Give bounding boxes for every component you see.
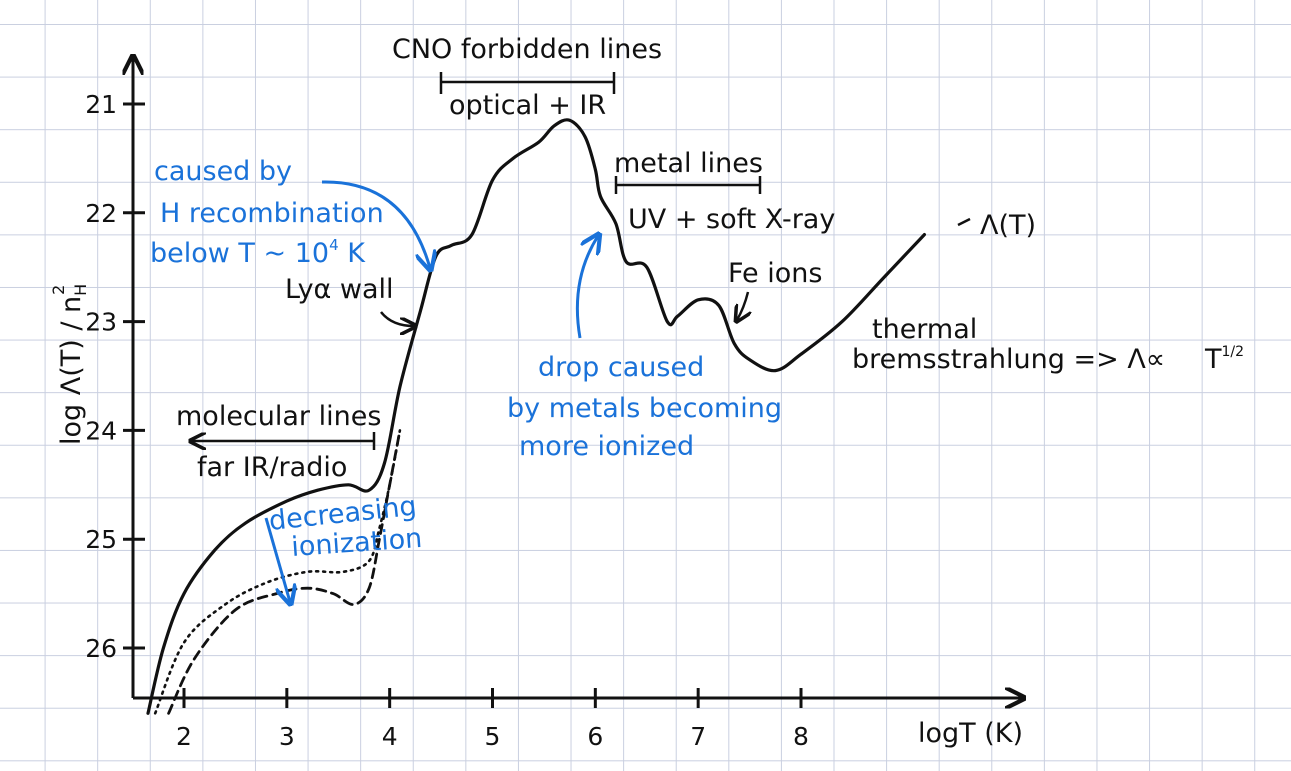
thermal-exponent: 1/2 (1222, 344, 1245, 360)
curve-label: Λ(T) (980, 210, 1036, 241)
thermal-t: T (1204, 344, 1222, 375)
lya-wall-label: Lyα wall (285, 274, 394, 305)
drop-line-2: by metals becoming (507, 393, 782, 424)
y-tick-label: 22 (85, 199, 117, 228)
fe-ions-label: Fe ions (728, 258, 822, 289)
h-recomb-line-3: below T ~ 104 K (150, 236, 366, 269)
metal-bracket (614, 176, 762, 194)
y-axis-title-sub: H (71, 284, 90, 296)
metal-band: UV + soft X-ray (628, 204, 835, 235)
curve-label-leader (957, 217, 971, 227)
x-axis-title: logT (K) (918, 718, 1023, 749)
cno-bracket (439, 72, 616, 94)
cno-band: optical + IR (449, 90, 606, 121)
y-tick-label: 23 (85, 308, 117, 337)
h-recomb-unit: K (339, 238, 367, 269)
h-recomb-arrow (321, 180, 430, 268)
thermal-label-3: T1/2 (1204, 344, 1244, 375)
x-tick-label: 5 (485, 722, 501, 751)
h-recomb-text: below T ~ 10 (150, 238, 329, 269)
drop-line-1: drop caused (538, 352, 704, 383)
series-line-dotted (153, 429, 402, 715)
x-tick-label: 2 (176, 722, 192, 751)
x-tick-label: 8 (793, 722, 809, 751)
series-layer (146, 118, 926, 715)
series-line-solid (146, 118, 926, 715)
x-ticks: 2 3 4 5 6 7 8 (176, 688, 809, 751)
molecular-title: molecular lines (176, 401, 381, 432)
cno-title: CNO forbidden lines (392, 34, 662, 65)
axes (133, 58, 1022, 698)
y-tick-label: 24 (85, 416, 117, 445)
drop-arrow (575, 236, 598, 339)
y-ticks: 21 22 23 24 25 26 (85, 90, 145, 663)
x-tick-label: 6 (587, 722, 603, 751)
h-recomb-line-2: H recombination (160, 198, 384, 229)
y-axis-title-sup: 2 (49, 285, 68, 295)
molecular-band: far IR/radio (197, 452, 347, 483)
y-tick-label: 21 (85, 90, 117, 119)
y-axis-title: log Λ(T) / nH2 (49, 284, 90, 445)
h-recomb-exponent: 4 (329, 236, 339, 254)
metal-title: metal lines (614, 148, 763, 179)
x-tick-label: 7 (690, 722, 706, 751)
x-tick-label: 3 (279, 722, 295, 751)
fe-ions-arrow (737, 291, 748, 320)
lya-wall-arrow (380, 311, 414, 326)
y-axis-title-main: log Λ(T) / n (56, 296, 87, 445)
drop-line-3: more ionized (519, 431, 694, 462)
thermal-label-2: bremsstrahlung => Λ∝ (852, 344, 1165, 375)
y-tick-label: 26 (85, 634, 117, 663)
series-line-dashed (167, 429, 402, 715)
y-tick-label: 25 (85, 525, 117, 554)
thermal-label-1: thermal (872, 314, 977, 345)
x-tick-label: 4 (382, 722, 398, 751)
decreasing-arrow (264, 517, 290, 602)
svg-text:log Λ(T) / nH2: log Λ(T) / nH2 (49, 284, 90, 445)
h-recomb-line-1: caused by (154, 156, 292, 187)
